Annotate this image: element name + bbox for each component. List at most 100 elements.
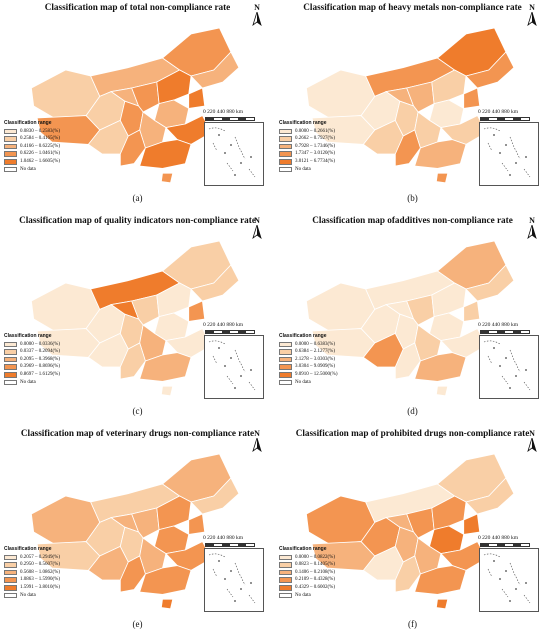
province-region (139, 352, 192, 382)
province-region (139, 565, 192, 595)
north-arrow-icon: N (526, 217, 538, 240)
legend-swatch (279, 128, 292, 135)
province-region (414, 565, 467, 595)
legend-title: Classification range (4, 120, 52, 126)
scale-label: 0 220 440 880 km (203, 535, 244, 541)
legend-swatch (279, 379, 292, 386)
legend-swatch (279, 364, 292, 370)
legend-label: 1.0863 – 1.5990(%) (20, 577, 60, 583)
scale-label: 0 220 440 880 km (478, 322, 519, 328)
legend-item: 3.0121 – 6.7734(%) (279, 158, 335, 166)
legend-item: 0.4329 – 0.6002(%) (279, 584, 335, 592)
province-region (188, 87, 206, 109)
legend-label: 0.2057 – 0.2949(%) (20, 554, 60, 560)
legend-item: 0.2950 – 0.5607(%) (4, 561, 60, 569)
north-label: N (254, 429, 260, 438)
choropleth-map (305, 240, 515, 397)
north-arrow-icon: N (251, 4, 263, 27)
legend-label: 9.0910 – 12.5000(%) (295, 371, 338, 377)
scale-label: 0 220 440 880 km (203, 109, 244, 115)
legend-label: 0.0830 – 0.2583(%) (20, 128, 60, 134)
legend-item: 1.0462 – 1.6605(%) (4, 158, 60, 166)
legend-item: 0.2662 – 0.7927(%) (279, 135, 335, 143)
panel-title: Classification map of quality indicators… (19, 215, 256, 225)
legend-label: 0.0000 – 0.2661(%) (295, 128, 335, 134)
legend-label: 3.0304 – 9.0909(%) (295, 364, 335, 370)
legend-swatch (4, 554, 17, 561)
north-arrow-icon: N (251, 217, 263, 240)
legend-swatch (279, 592, 292, 599)
legend-item-no-data: No data (4, 166, 60, 174)
legend-label: 0.1406 – 0.2108(%) (295, 569, 335, 575)
legend-item: 1.0863 – 1.5990(%) (4, 576, 60, 584)
panel-caption: (e) (132, 619, 143, 629)
legend-item: 9.0910 – 12.5000(%) (279, 371, 338, 379)
legend-item: 0.4166 – 0.6225(%) (4, 143, 60, 151)
legend-swatch (4, 356, 17, 363)
legend-label: No data (295, 592, 311, 598)
legend-label: No data (20, 166, 36, 172)
legend-item: 2.1278 – 3.0303(%) (279, 356, 338, 364)
legend-swatch (279, 569, 292, 576)
south-china-sea-inset (204, 122, 264, 186)
legend-swatch (279, 372, 292, 378)
legend-label: 0.0337 – 0.2094(%) (20, 349, 60, 355)
south-china-sea-inset (479, 548, 539, 612)
legend-label: 0.5608 – 1.0862(%) (20, 569, 60, 575)
scale-bar (480, 117, 530, 121)
legend-title: Classification range (279, 333, 327, 339)
legend-label: 3.0121 – 6.7734(%) (295, 158, 335, 164)
north-arrow-icon: N (526, 4, 538, 27)
scale-bar (205, 117, 255, 121)
legend-swatch (279, 585, 292, 591)
legend-label: 0.2095 – 0.3968(%) (20, 356, 60, 362)
legend: Classification range 0.0000 – 0.2661(%) 0.… (279, 120, 335, 173)
scale-bar (205, 330, 255, 334)
legend-item: 0.6226 – 1.0461(%) (4, 150, 60, 158)
province-region (139, 139, 192, 169)
map-panel: Classification map of heavy metals non-c… (275, 0, 550, 213)
legend-title: Classification range (279, 546, 327, 552)
legend-swatch (4, 562, 17, 568)
legend-item: 0.2057 – 0.2949(%) (4, 554, 60, 562)
legend-label: 0.0000 – 0.6383(%) (295, 341, 335, 347)
legend-item: 0.5608 – 1.0862(%) (4, 569, 60, 577)
legend-label: 0.2950 – 0.5607(%) (20, 562, 60, 568)
legend-item: 0.1406 – 0.2108(%) (279, 569, 335, 577)
legend-item: 0.6384 – 2.1277(%) (279, 348, 338, 356)
map-panel: Classification map of veterinary drugs n… (0, 426, 275, 639)
province-region (406, 294, 435, 326)
legend-item-no-data: No data (4, 379, 60, 387)
south-china-sea-inset (204, 335, 264, 399)
north-arrow-icon: N (251, 429, 263, 453)
legend-label: No data (20, 379, 36, 385)
legend-title: Classification range (4, 333, 52, 339)
legend-swatch (279, 554, 292, 561)
legend-item-no-data: No data (4, 592, 60, 600)
map-panel: Classification map of quality indicators… (0, 213, 275, 426)
legend-swatch (4, 364, 17, 370)
map-panel: Classification map of total non-complian… (0, 0, 275, 213)
north-label: N (529, 429, 535, 438)
province-region (414, 352, 467, 382)
legend-swatch (279, 349, 292, 355)
legend-swatch (279, 577, 292, 583)
legend-item: 0.8697 – 1.6129(%) (4, 371, 60, 379)
province-region (160, 172, 174, 184)
panel-caption: (b) (407, 193, 418, 203)
legend-swatch (279, 166, 292, 173)
panel-title: Classification map of veterinary drugs n… (20, 428, 255, 438)
legend-item: 0.0823 – 0.1405(%) (279, 561, 335, 569)
legend-label: No data (20, 592, 36, 598)
legend-label: 0.6226 – 1.0461(%) (20, 151, 60, 157)
legend-swatch (4, 569, 17, 576)
scale-bar (205, 543, 255, 547)
legend-item: 0.0830 – 0.2583(%) (4, 128, 60, 136)
panel-caption: (f) (408, 619, 417, 629)
legend: Classification range 0.0000 – 0.0336(%) 0.… (4, 333, 60, 386)
panel-title: Classification map of heavy metals non-c… (303, 2, 522, 12)
legend-label: 0.2584 – 0.4165(%) (20, 136, 60, 142)
panel-caption: (a) (132, 193, 143, 203)
legend-swatch (4, 585, 17, 591)
province-region (131, 81, 160, 113)
